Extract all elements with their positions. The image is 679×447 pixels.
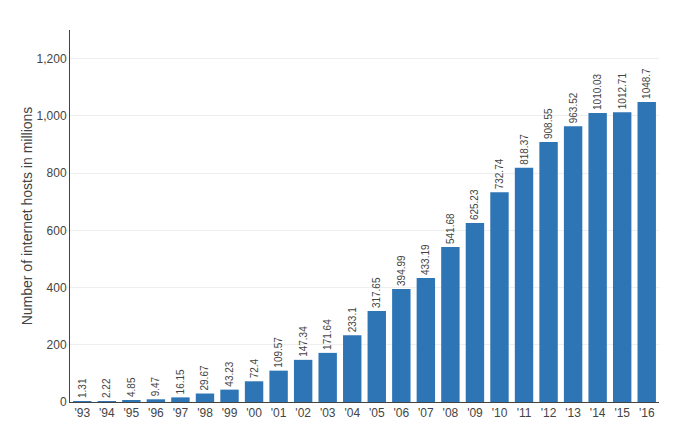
svg-text:400: 400 [47, 281, 67, 295]
svg-text:732.74: 732.74 [494, 158, 505, 189]
svg-text:2.22: 2.22 [101, 378, 112, 398]
svg-text:'15: '15 [614, 406, 630, 420]
svg-text:1,000: 1,000 [37, 109, 67, 123]
svg-text:0: 0 [60, 395, 67, 409]
svg-text:9.47: 9.47 [150, 376, 161, 396]
svg-text:1010.03: 1010.03 [592, 73, 603, 110]
svg-text:800: 800 [47, 166, 67, 180]
svg-text:908.55: 908.55 [543, 108, 554, 139]
svg-text:'02: '02 [295, 406, 311, 420]
svg-text:16.15: 16.15 [175, 369, 186, 394]
svg-text:818.37: 818.37 [519, 134, 530, 165]
svg-text:'01: '01 [271, 406, 287, 420]
svg-text:541.68: 541.68 [445, 213, 456, 244]
svg-text:Number of internet hosts in mi: Number of internet hosts in millions [19, 107, 35, 326]
svg-text:'09: '09 [467, 406, 483, 420]
svg-text:'07: '07 [418, 406, 434, 420]
svg-text:'96: '96 [148, 406, 164, 420]
svg-text:1048.7: 1048.7 [641, 68, 652, 99]
svg-text:'05: '05 [369, 406, 385, 420]
svg-text:72.4: 72.4 [249, 358, 260, 378]
svg-text:317.65: 317.65 [371, 277, 382, 308]
svg-text:171.64: 171.64 [322, 319, 333, 350]
svg-text:'04: '04 [344, 406, 360, 420]
svg-text:1,200: 1,200 [37, 52, 67, 66]
svg-text:'06: '06 [393, 406, 409, 420]
svg-text:963.52: 963.52 [568, 92, 579, 123]
svg-text:4.85: 4.85 [126, 377, 137, 397]
svg-text:394.99: 394.99 [396, 255, 407, 286]
svg-text:'12: '12 [541, 406, 557, 420]
svg-text:600: 600 [47, 224, 67, 238]
svg-text:625.23: 625.23 [469, 189, 480, 220]
svg-text:1.31: 1.31 [77, 378, 88, 398]
svg-text:29.67: 29.67 [199, 365, 210, 390]
svg-text:233.1: 233.1 [347, 307, 358, 332]
svg-text:'08: '08 [443, 406, 459, 420]
svg-text:109.57: 109.57 [273, 337, 284, 368]
svg-text:1012.71: 1012.71 [617, 73, 628, 110]
svg-text:43.23: 43.23 [224, 361, 235, 386]
svg-text:'03: '03 [320, 406, 336, 420]
svg-text:'93: '93 [74, 406, 90, 420]
svg-text:'00: '00 [246, 406, 262, 420]
svg-text:'95: '95 [124, 406, 140, 420]
svg-text:'99: '99 [222, 406, 238, 420]
svg-text:'94: '94 [99, 406, 115, 420]
svg-text:147.34: 147.34 [298, 326, 309, 357]
svg-text:'10: '10 [492, 406, 508, 420]
svg-text:'14: '14 [590, 406, 606, 420]
svg-text:200: 200 [47, 338, 67, 352]
svg-text:'97: '97 [173, 406, 189, 420]
svg-text:'98: '98 [197, 406, 213, 420]
svg-text:'11: '11 [517, 406, 532, 420]
svg-text:'13: '13 [565, 406, 581, 420]
svg-text:'16: '16 [639, 406, 655, 420]
svg-text:433.19: 433.19 [420, 244, 431, 275]
